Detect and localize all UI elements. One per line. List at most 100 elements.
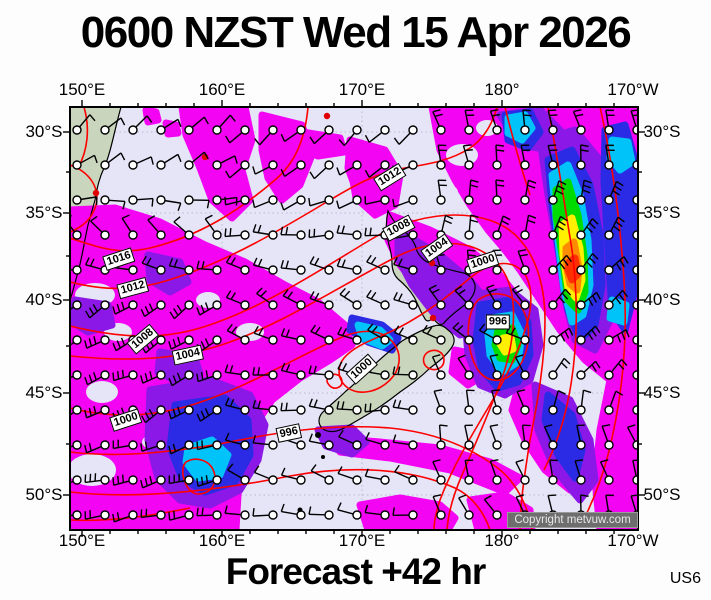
wind-barb <box>72 114 96 135</box>
lon-label-bottom: 180° <box>484 531 520 550</box>
barb-shaft <box>309 200 326 207</box>
barb-shaft <box>86 410 102 419</box>
barb-shaft <box>611 289 624 303</box>
wind-barb <box>432 459 446 485</box>
barb-tick <box>458 494 467 499</box>
barb-shaft <box>599 461 608 477</box>
station-circle <box>492 405 502 415</box>
wind-barb <box>599 459 614 485</box>
barb-tick <box>642 181 649 184</box>
wind-barb <box>173 216 194 240</box>
barb-shaft <box>393 298 410 305</box>
station-circle <box>464 510 474 520</box>
barb-tick <box>556 225 564 231</box>
barb-shaft <box>173 221 187 233</box>
barb-tick <box>527 184 536 189</box>
barb-tick <box>89 114 96 122</box>
barb-tick <box>88 407 92 417</box>
barb-shaft <box>489 460 497 477</box>
barb-shaft <box>583 360 597 373</box>
barb-tick <box>112 306 116 315</box>
station-circle <box>212 475 222 485</box>
barb-tick <box>61 342 65 349</box>
wind-barb <box>604 256 629 275</box>
barb-shaft <box>336 408 354 411</box>
wind-barb <box>604 289 629 310</box>
barb-tick <box>90 215 98 222</box>
wind-barb <box>364 468 390 485</box>
station-circle <box>268 300 278 310</box>
wind-barb <box>168 405 194 420</box>
isobar-value-label: 996 <box>485 314 511 330</box>
wind-barb <box>392 399 418 415</box>
station-circle <box>268 335 278 345</box>
wind-barb <box>548 390 566 415</box>
station-circle <box>436 370 446 380</box>
wind-barb <box>336 225 362 240</box>
barb-tick <box>341 259 346 268</box>
wind-barb <box>252 195 278 209</box>
station-circle <box>212 230 222 240</box>
station-circle <box>380 195 390 205</box>
barb-tick <box>112 513 115 522</box>
barb-shaft <box>339 293 354 304</box>
barb-tick <box>121 369 125 378</box>
station-circle <box>156 475 166 485</box>
wind-barb <box>141 255 166 275</box>
wind-barb <box>489 424 502 450</box>
wind-barb <box>280 328 306 345</box>
station-circle <box>184 510 194 520</box>
barb-tick <box>148 303 154 312</box>
barb-tick <box>566 254 573 263</box>
barb-tick <box>337 361 343 370</box>
barb-tick <box>336 200 340 209</box>
barb-tick <box>397 258 403 267</box>
barb-shaft <box>468 215 472 232</box>
barb-shaft <box>366 296 382 305</box>
station-circle <box>436 510 446 520</box>
barb-shaft <box>393 441 410 446</box>
station-circle <box>604 230 614 240</box>
station-circle <box>240 475 250 485</box>
barb-tick <box>169 311 175 320</box>
precip-area-m <box>356 494 459 530</box>
barb-tick <box>172 375 177 384</box>
barb-shaft <box>441 215 447 232</box>
station-circle <box>408 265 418 275</box>
barb-tick <box>627 424 636 429</box>
station-circle <box>72 475 82 485</box>
wind-barb <box>168 510 194 521</box>
barb-shaft <box>554 288 566 303</box>
barb-tick <box>61 412 65 419</box>
barb-shaft <box>457 357 468 373</box>
wind-barb <box>224 228 250 240</box>
station-circle <box>184 300 194 310</box>
station-circle <box>548 230 558 240</box>
station-circle <box>156 265 166 275</box>
wind-barb <box>520 144 531 170</box>
barb-shaft <box>87 376 102 386</box>
station-circle <box>436 160 446 170</box>
wind-barb <box>516 389 530 415</box>
barb-tick <box>564 330 570 339</box>
wind-barb <box>336 195 362 210</box>
station-circle <box>296 300 306 310</box>
barb-tick <box>140 375 144 384</box>
wind-barb <box>84 473 110 485</box>
barb-shaft <box>170 446 186 455</box>
wind-barb <box>492 144 505 170</box>
station-circle <box>576 195 586 205</box>
barb-tick <box>151 198 154 207</box>
barb-shaft <box>511 289 524 303</box>
wind-barb <box>366 254 390 275</box>
wind-barb <box>225 255 250 275</box>
barb-tick <box>647 259 652 265</box>
wind-barb <box>462 144 474 170</box>
isobar-line <box>467 293 530 382</box>
barb-shaft <box>80 196 97 201</box>
station-circle <box>240 405 250 415</box>
barb-tick <box>196 373 199 382</box>
precip-gap <box>476 120 498 136</box>
barb-tick <box>589 222 596 229</box>
wind-barb <box>517 249 530 275</box>
